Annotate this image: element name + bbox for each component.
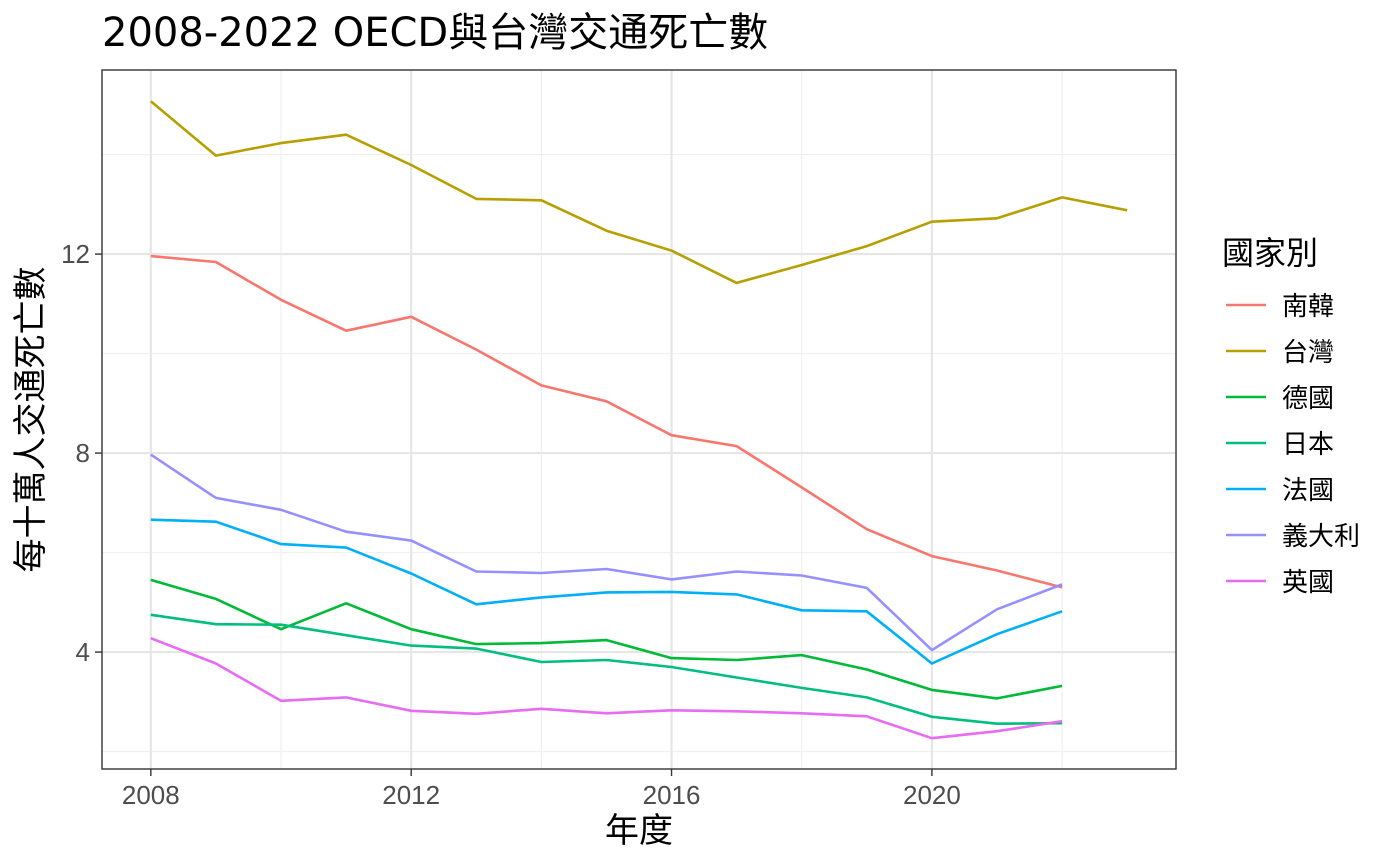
y-axis: 4 8 12 [61, 239, 102, 667]
x-tick-label: 2008 [122, 780, 180, 810]
y-tick-label: 4 [76, 637, 90, 667]
plot-border [101, 69, 1177, 770]
legend-label: 義大利 [1282, 522, 1360, 552]
series-lines [149, 100, 1128, 740]
x-tick-label: 2020 [903, 780, 961, 810]
legend-item: 法國 [1226, 476, 1334, 506]
series-line-德國 [150, 578, 1063, 700]
major-gridlines [102, 70, 1176, 769]
legend-label: 日本 [1282, 430, 1334, 460]
series-line-法國 [150, 518, 1063, 665]
x-tick-label: 2016 [643, 780, 701, 810]
legend-item: 台灣 [1226, 338, 1334, 368]
series-line-南韓 [150, 254, 1063, 589]
legend-label: 德國 [1282, 384, 1334, 414]
legend-label: 台灣 [1282, 338, 1334, 368]
legend-item: 英國 [1226, 568, 1334, 598]
legend-label: 英國 [1282, 568, 1334, 598]
x-axis-title: 年度 [605, 811, 673, 851]
chart-title: 2008-2022 OECD與台灣交通死亡數 [102, 10, 768, 56]
legend-item: 德國 [1226, 384, 1334, 414]
y-tick-label: 12 [61, 239, 90, 269]
legend-item: 義大利 [1226, 522, 1360, 552]
legend-item: 日本 [1226, 430, 1334, 460]
legend-item: 南韓 [1226, 292, 1334, 322]
legend-title: 國家別 [1222, 234, 1318, 272]
series-line-台灣 [149, 100, 1128, 285]
y-tick-label: 8 [76, 438, 90, 468]
legend-label: 法國 [1282, 476, 1334, 506]
y-axis-title: 每十萬人交通死亡數 [11, 267, 51, 573]
series-line-日本 [150, 613, 1063, 726]
minor-gridlines [102, 70, 1176, 769]
series-line-義大利 [150, 453, 1063, 652]
plot-panel [101, 69, 1177, 770]
legend-label: 南韓 [1282, 292, 1334, 322]
x-tick-label: 2012 [382, 780, 440, 810]
series-line-英國 [150, 636, 1063, 740]
x-axis: 2008 2012 2016 2020 [122, 769, 961, 810]
